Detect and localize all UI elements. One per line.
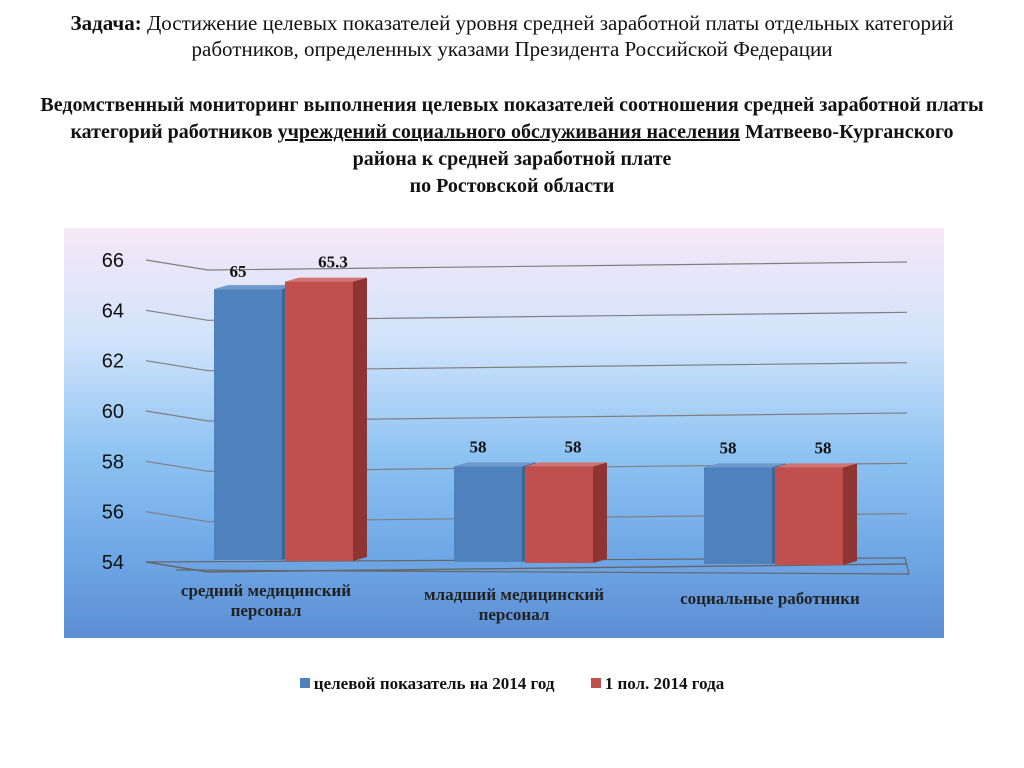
gridline-56: [145, 511, 908, 523]
gridline-64: [145, 309, 908, 321]
data-label-0-0: 65: [230, 262, 247, 281]
gridline-62: [145, 360, 908, 372]
bar-0-1: [454, 466, 522, 562]
y-tick-60: 60: [102, 401, 124, 423]
bar-top-1-2: [775, 463, 857, 468]
y-tick-64: 64: [102, 300, 124, 322]
legend-swatch-actual: [590, 678, 601, 688]
y-tick-56: 56: [102, 502, 124, 524]
y-tick-58: 58: [102, 451, 124, 473]
category-label-2: социальные работники: [680, 589, 860, 608]
y-tick-66: 66: [102, 250, 124, 272]
gridline-60: [145, 410, 908, 422]
task-label: Задача:: [70, 11, 142, 35]
data-label-1-0: 65.3: [318, 253, 348, 272]
category-label-0: средний медицинский персонал: [180, 581, 352, 620]
bar-side-1-0: [353, 277, 367, 561]
data-label-1-2: 58: [815, 438, 832, 457]
legend-item-actual: 1 пол. 2014 года: [590, 674, 725, 694]
data-label-0-2: 58: [720, 438, 737, 457]
bar-side-1-1: [593, 462, 607, 563]
bar-side-1-2: [843, 463, 857, 565]
bar-top-0-2: [704, 463, 786, 468]
y-tick-62: 62: [102, 351, 124, 373]
chart-title: Ведомственный мониторинг выполнения целе…: [40, 92, 984, 200]
bar-0-0: [214, 289, 282, 560]
bar-1-0: [285, 281, 353, 561]
subtitle-underlined: учреждений социального обслуживания насе…: [277, 121, 741, 143]
data-label-0-1: 58: [470, 437, 487, 456]
bar-chart: 54 56 58 60 62 64 66 65 65.3 58 58 58 58: [102, 250, 910, 575]
bar-1-2: [775, 467, 843, 565]
legend-label-target: целевой показатель на 2014 год: [313, 674, 555, 693]
category-label-1: младший медицинский персонал: [423, 585, 605, 624]
legend-label-actual: 1 пол. 2014 года: [604, 674, 725, 693]
legend-item-target: целевой показатель на 2014 год: [299, 674, 555, 694]
legend-swatch-target: [299, 678, 310, 688]
chart-panel: 54 56 58 60 62 64 66 65 65.3 58 58 58 58 средний мед…: [64, 228, 944, 638]
gridline-58: [145, 460, 908, 472]
task-heading: Задача: Достижение целевых показателей у…: [40, 10, 984, 62]
subtitle-part2: Матвеево-Курганского района к средней за…: [352, 121, 954, 170]
bar-top-0-1: [454, 462, 536, 467]
subtitle-part1: Ведомственный мониторинг выполнения целе…: [40, 94, 984, 143]
data-label-1-1: 58: [565, 437, 582, 456]
bar-top-0-0: [214, 285, 296, 290]
bar-0-2: [704, 467, 772, 564]
y-tick-54: 54: [102, 552, 124, 574]
gridline-66: [145, 259, 908, 271]
bar-top-1-0: [285, 277, 367, 282]
gridline-54: [145, 561, 908, 573]
subtitle-part3: по Ростовской области: [409, 175, 615, 197]
task-text: Достижение целевых показателей уровня ср…: [146, 11, 954, 61]
bar-1-1: [525, 466, 593, 563]
bar-top-1-1: [525, 462, 607, 467]
legend: целевой показатель на 2014 год 1 пол. 20…: [0, 674, 1024, 694]
